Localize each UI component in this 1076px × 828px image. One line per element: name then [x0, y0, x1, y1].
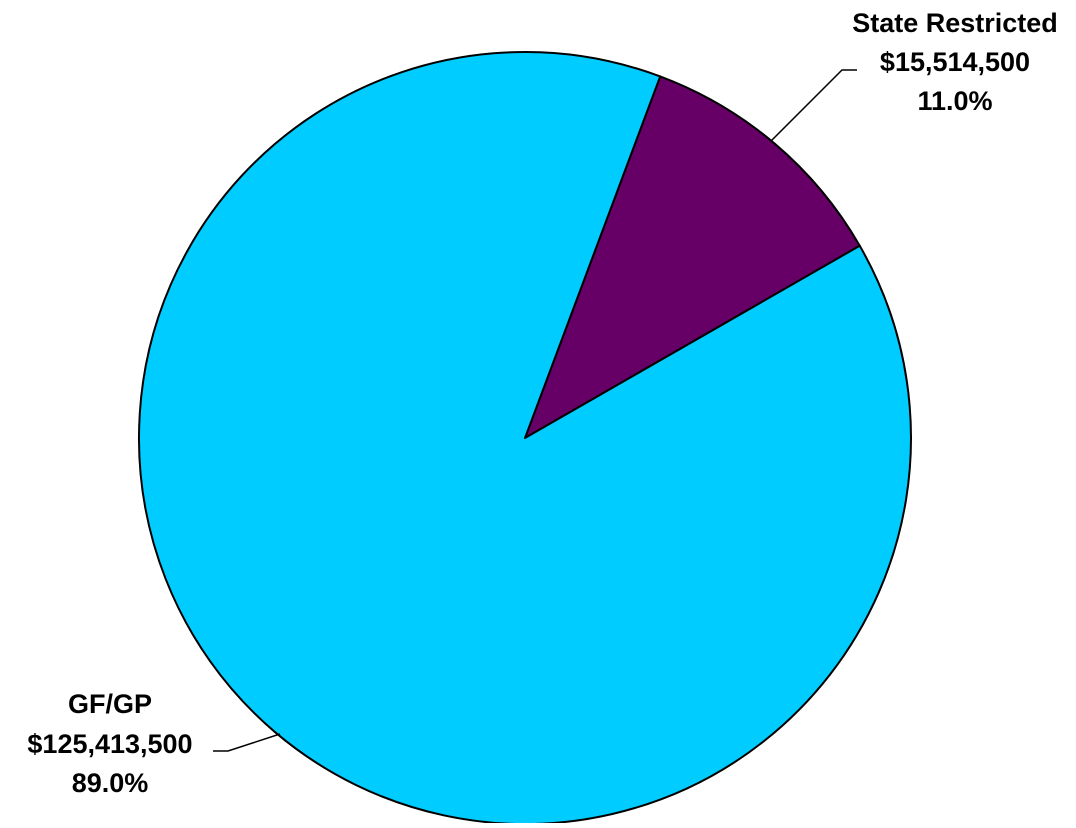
leader-line-state-restricted	[770, 69, 857, 142]
slice-label-name-state-restricted: State Restricted	[852, 8, 1058, 38]
label-state-restricted: State Restricted $15,514,500 11.0%	[852, 8, 1058, 116]
pie-slices	[138, 51, 912, 825]
slice-label-value-state-restricted: $15,514,500	[880, 47, 1030, 77]
pie-slice-gf-gp	[138, 51, 912, 825]
slice-label-value-gfgp: $125,413,500	[27, 729, 192, 759]
slice-label-percent-state-restricted: 11.0%	[917, 86, 992, 116]
leader-lines	[213, 69, 857, 752]
leader-line-gfgp	[213, 733, 281, 752]
label-gfgp: GF/GP $125,413,500 89.0%	[27, 689, 192, 798]
slice-label-percent-gfgp: 89.0%	[72, 768, 149, 798]
slice-label-name-gfgp: GF/GP	[68, 689, 152, 719]
pie-slice-state-restricted	[524, 75, 861, 439]
